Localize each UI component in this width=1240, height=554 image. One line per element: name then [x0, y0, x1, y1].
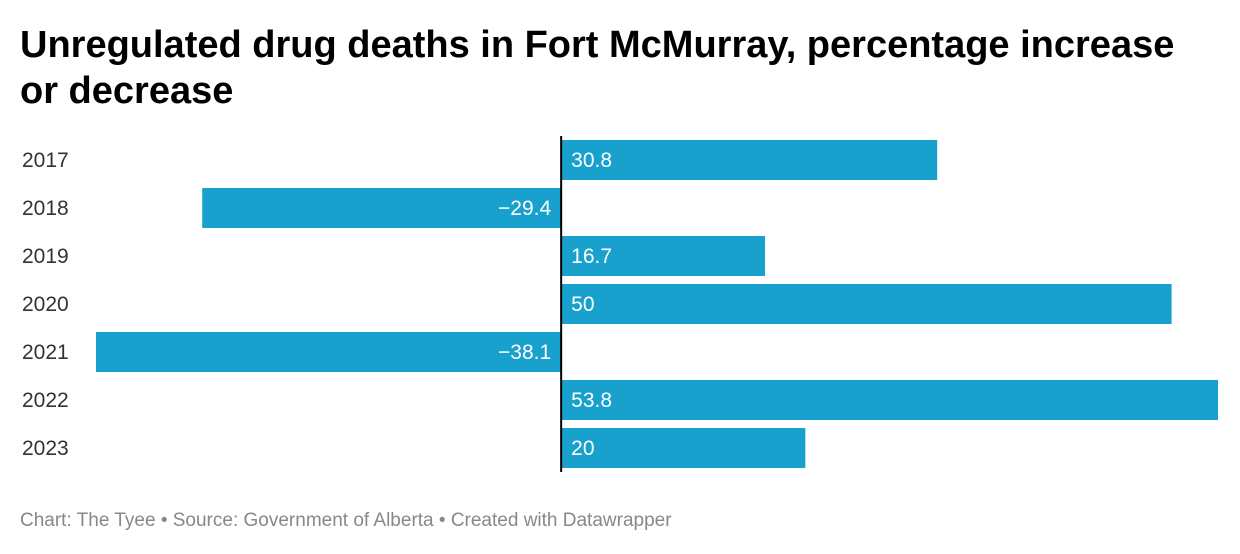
value-label: 16.7: [571, 245, 612, 268]
bar: [561, 428, 806, 468]
category-label: 2019: [22, 245, 69, 268]
category-label: 2018: [22, 197, 69, 220]
category-label: 2022: [22, 389, 69, 412]
bar: [202, 188, 562, 228]
bar: [96, 332, 562, 372]
bar: [561, 140, 938, 180]
value-label: 30.8: [571, 149, 612, 172]
bar: [561, 236, 766, 276]
category-label: 2023: [22, 437, 69, 460]
category-label: 2020: [22, 293, 69, 316]
bar: [561, 380, 1218, 420]
bar: [561, 284, 1172, 324]
value-label: −38.1: [498, 341, 551, 364]
category-label: 2021: [22, 341, 69, 364]
value-label: −29.4: [498, 197, 551, 220]
category-label: 2017: [22, 149, 69, 172]
value-label: 20: [571, 437, 594, 460]
chart-footer: Chart: The Tyee • Source: Government of …: [20, 510, 672, 531]
value-label: 53.8: [571, 389, 612, 412]
value-label: 50: [571, 293, 594, 316]
chart-title: Unregulated drug deaths in Fort McMurray…: [20, 24, 1175, 112]
